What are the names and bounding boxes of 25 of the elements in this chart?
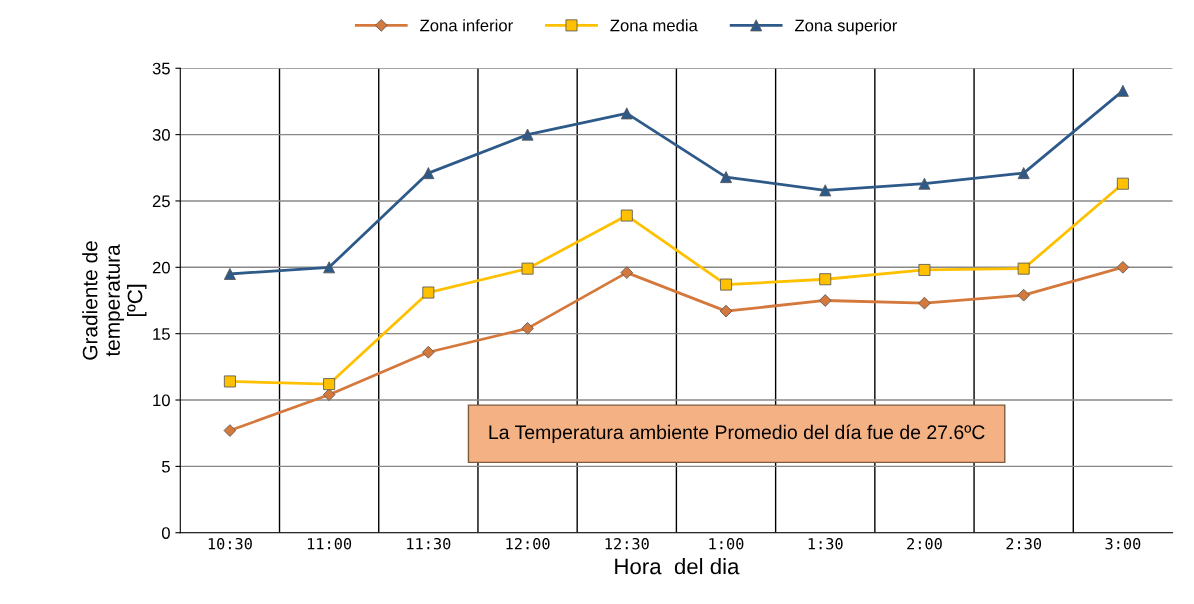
- x-tick-label: 1:30: [808, 537, 843, 550]
- y-tick-label: 30: [152, 129, 170, 141]
- legend-label: Zona media: [610, 19, 698, 32]
- y-tick-label: 5: [161, 460, 170, 473]
- x-tick-label: 10:30: [208, 537, 252, 550]
- point: [720, 278, 732, 291]
- x-axis-title: Hora del dia: [615, 558, 740, 575]
- y-tick-label: 35: [152, 62, 170, 75]
- y-tick-label: 25: [152, 195, 170, 208]
- legend-label: Zona inferior: [420, 19, 513, 32]
- y-tick-label: 10: [153, 394, 170, 407]
- x-tick-label: 11:30: [407, 537, 451, 550]
- y-tick-label: 15: [153, 328, 170, 340]
- y-tick-label: 0: [161, 527, 170, 539]
- x-tick-label: 12:30: [605, 537, 649, 550]
- x-tick-label: 1:00: [709, 537, 744, 550]
- x-tick-label: 2:30: [1006, 537, 1042, 550]
- x-tick-label: 2:00: [907, 537, 942, 550]
- y-tick-label: 20: [152, 261, 170, 274]
- x-tick-label: 12:00: [506, 537, 550, 550]
- x-tick-label: 3:00: [1105, 537, 1141, 550]
- annotation: La Temperatura ambiente Promedio del día fue de 27.6ºC: [489, 424, 985, 443]
- y-axis-title: Gradiente de temperatura [ºC]: [82, 241, 147, 360]
- legend-label: Zona superior: [795, 19, 898, 35]
- x-tick-label: 11:00: [307, 537, 352, 550]
